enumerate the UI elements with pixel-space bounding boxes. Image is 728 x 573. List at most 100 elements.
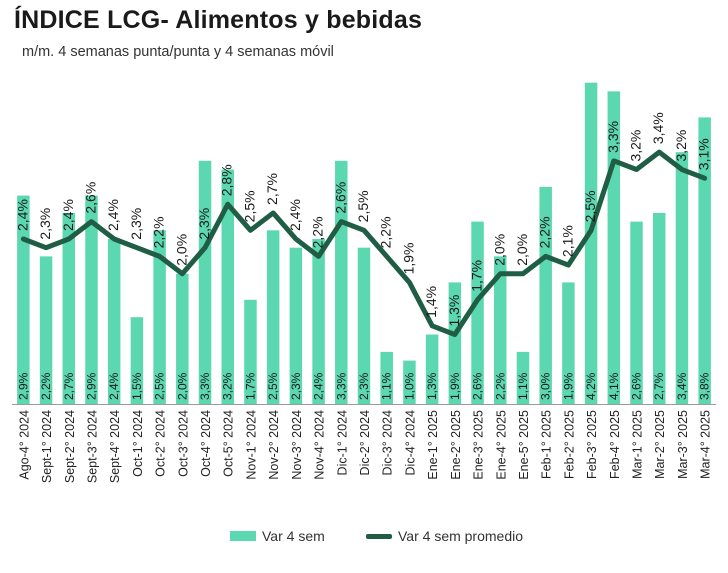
line-value-label: 2,5% (241, 190, 257, 222)
bar-value-label: 3,3% (334, 372, 348, 400)
line-value-label: 3,2% (673, 130, 689, 162)
legend-line-label: Var 4 sem promedio (398, 528, 524, 544)
x-tick-label: Ago-4° 2024 (17, 410, 31, 480)
bar (266, 230, 280, 404)
x-tick-label: Oct-3° 2024 (176, 410, 190, 477)
line-value-label: 2,6% (332, 182, 348, 214)
bar-value-label: 1,3% (425, 372, 439, 400)
x-tick-label: Ene-1° 2025 (426, 410, 440, 480)
x-tick-label: Dic-2° 2024 (358, 410, 372, 475)
line-value-label: 2,4% (287, 199, 303, 231)
x-tick-label: Ene-2° 2025 (449, 410, 463, 480)
x-tick-label: Mar-2° 2025 (653, 410, 667, 479)
x-tick-label: Oct-2° 2024 (154, 410, 168, 477)
x-tick-label: Ene-4° 2025 (494, 410, 508, 480)
bar (630, 221, 643, 404)
bar (403, 360, 416, 404)
line-value-label: 2,3% (37, 208, 53, 240)
x-tick-label: Dic-4° 2024 (403, 410, 417, 475)
x-tick-label: Sept-2° 2024 (63, 410, 77, 483)
chart-plot: Ago-4° 2024 Sept-1° 2024 Sept-2° 2024 Sept-… (12, 82, 716, 483)
x-tick-label: Nov-3° 2024 (290, 410, 304, 480)
x-tick-label: Feb-1° 2025 (540, 410, 554, 479)
line-value-label: 2,5% (355, 190, 371, 222)
bar (562, 282, 575, 404)
line-value-label: 2,7% (264, 173, 280, 205)
bar (698, 117, 711, 405)
bar (107, 239, 121, 404)
bar (130, 317, 144, 404)
x-tick-label: Ene-5° 2025 (517, 410, 531, 480)
bar (244, 299, 257, 404)
bar-value-label: 1,7% (243, 372, 257, 400)
x-tick-label: Nov-4° 2024 (313, 410, 327, 480)
line-value-label: 2,4% (105, 199, 121, 231)
x-tick-label: Sept-3° 2024 (85, 410, 99, 483)
x-tick-label: Ene-3° 2025 (472, 410, 486, 480)
bar (448, 282, 462, 404)
bar-value-label: 1,5% (130, 372, 144, 400)
line-value-label: 3,3% (605, 121, 621, 153)
bar (471, 221, 484, 404)
bar-value-label: 2,4% (107, 372, 121, 400)
labels-layer: 2,9% 2,2% 2,7% 2,9% 2,4% 1,5% 2,5% 2,0% 3,3% 3,2%… (14, 112, 711, 400)
line-value-label: 2,5% (582, 190, 598, 222)
line-value-label: 2,4% (14, 199, 30, 231)
line-value-label: 3,1% (696, 138, 712, 170)
x-tick-label: Oct-4° 2024 (199, 410, 213, 477)
bar-value-label: 3,4% (675, 372, 689, 400)
bar (176, 273, 189, 404)
bar (539, 186, 552, 404)
bar (289, 247, 303, 404)
x-tick-label: Feb-3° 2025 (585, 410, 599, 479)
bar (425, 334, 439, 404)
bar (153, 230, 166, 404)
line-value-label: 2,3% (128, 208, 144, 240)
line-value-label: 2,2% (151, 216, 167, 248)
bar-value-label: 4,1% (607, 372, 621, 400)
line-series-path (20, 149, 708, 338)
line-value-label: 2,8% (219, 164, 235, 196)
line-layer (20, 149, 708, 338)
bar (584, 82, 598, 405)
x-tick-label: Oct-5° 2024 (222, 410, 236, 477)
bar (652, 212, 666, 404)
bar (198, 160, 212, 404)
x-tick-label: Mar-4° 2025 (699, 410, 713, 479)
bar-value-label: 2,2% (493, 372, 507, 400)
bar-value-label: 2,6% (630, 372, 644, 400)
bars-layer (17, 82, 711, 405)
bar (494, 256, 507, 404)
legend-item-line: Var 4 sem promedio (366, 528, 523, 544)
line-value-label: 2,6% (82, 182, 98, 214)
x-tick-label: Nov-2° 2024 (267, 410, 281, 480)
bar-value-label: 2,9% (84, 372, 98, 400)
legend-item-bars: Var 4 sem (230, 528, 325, 544)
line-value-label: 2,4% (60, 199, 76, 231)
x-axis: Ago-4° 2024 Sept-1° 2024 Sept-2° 2024 Sept-… (12, 404, 716, 483)
bar-value-label: 2,6% (471, 372, 485, 400)
line-value-label: 3,2% (628, 130, 644, 162)
x-tick-label: Oct-1° 2024 (131, 410, 145, 477)
bar-value-label: 2,7% (652, 372, 666, 400)
chart-subtitle: m/m. 4 semanas punta/punta y 4 semanas m… (22, 44, 334, 60)
bar (221, 169, 234, 404)
line-value-label: 2,0% (514, 234, 530, 266)
line-value-label: 1,9% (400, 242, 416, 274)
line-value-label: 2,3% (196, 208, 212, 240)
bar-value-label: 1,1% (516, 372, 530, 400)
x-tick-label: Sept-4° 2024 (108, 410, 122, 483)
bar-value-label: 2,3% (357, 372, 371, 400)
bar-value-label: 1,1% (380, 372, 394, 400)
bar-value-label: 1,9% (448, 372, 462, 400)
bar-value-label: 3,2% (221, 372, 235, 400)
bar-value-label: 4,2% (584, 372, 598, 400)
bar (39, 256, 53, 404)
chart-title: ÍNDICE LCG- Alimentos y bebidas (14, 6, 423, 34)
x-tick-label: Mar-1° 2025 (631, 410, 645, 479)
x-tick-label: Feb-4° 2025 (608, 410, 622, 479)
x-tick-label: Nov-1° 2024 (244, 410, 258, 480)
x-tick-label: Feb-2° 2025 (562, 410, 576, 479)
bar (516, 351, 530, 404)
line-value-label: 1,7% (469, 260, 485, 292)
